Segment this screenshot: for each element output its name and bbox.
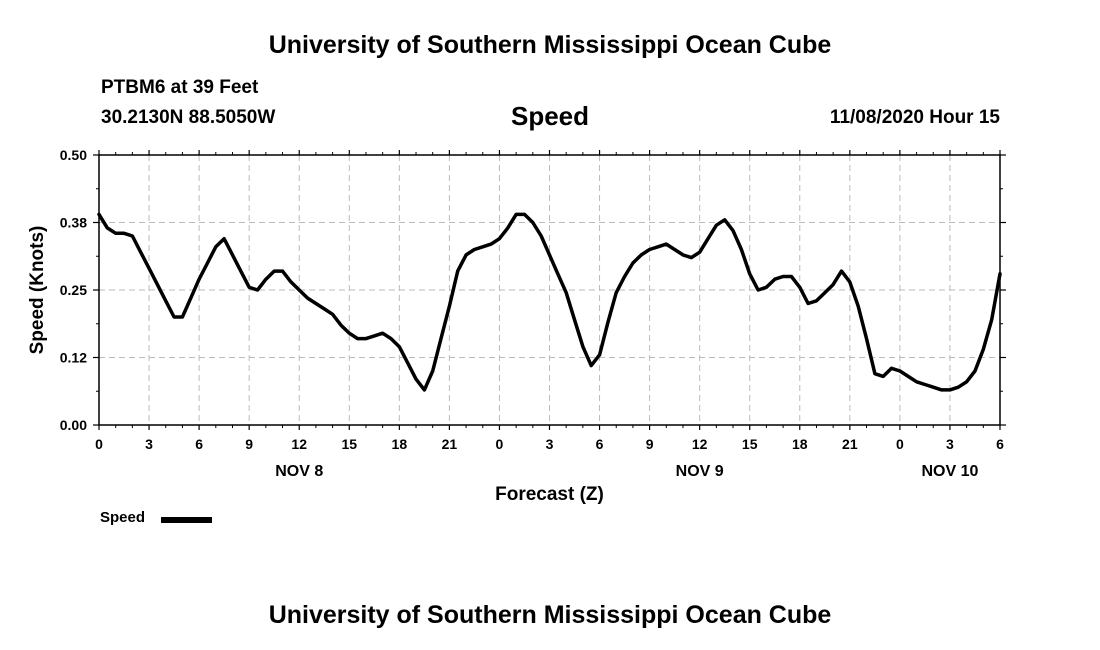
- x-tick-label: 21: [442, 436, 458, 452]
- x-axis-title: Forecast (Z): [495, 484, 604, 505]
- variable-title: Speed: [510, 101, 590, 131]
- x-tick-label: 6: [996, 436, 1004, 452]
- station-label: PTBM6 at 39 Feet: [101, 77, 259, 98]
- x-tick-label: 3: [145, 436, 153, 452]
- y-tick-label: 0.50: [60, 147, 87, 163]
- x-tick-label: 3: [546, 436, 554, 452]
- chart-main-title: University of Southern Mississippi Ocean…: [268, 31, 832, 59]
- y-tick-label: 0.12: [60, 350, 87, 366]
- forecast-datetime: 11/08/2020 Hour 15: [829, 107, 1000, 128]
- station-coordinates: 30.2130N 88.5050W: [101, 107, 276, 128]
- x-tick-label: 6: [596, 436, 604, 452]
- x-tick-label: 0: [896, 436, 904, 452]
- day-label: NOV 8: [275, 463, 323, 480]
- x-tick-label: 18: [392, 436, 408, 452]
- day-label: NOV 9: [676, 463, 724, 480]
- x-tick-label: 9: [245, 436, 253, 452]
- x-tick-label: 12: [291, 436, 307, 452]
- day-label: NOV 10: [921, 463, 978, 480]
- x-tick-label: 0: [95, 436, 103, 452]
- x-tick-label: 21: [842, 436, 858, 452]
- y-tick-label: 0.00: [60, 417, 87, 433]
- x-tick-label: 0: [496, 436, 504, 452]
- legend-label: Speed: [100, 509, 146, 526]
- grid-lines: [99, 155, 1000, 425]
- x-tick-label: 12: [692, 436, 708, 452]
- y-tick-label: 0.38: [60, 215, 87, 231]
- x-tick-label: 15: [341, 436, 357, 452]
- footer-title: University of Southern Mississippi Ocean…: [268, 601, 832, 629]
- axis-ticks: [93, 150, 1006, 430]
- x-tick-label: 18: [792, 436, 808, 452]
- speed-series-line: [97, 212, 1002, 392]
- y-axis-title: Speed (Knots): [27, 226, 48, 355]
- x-tick-label: 3: [946, 436, 954, 452]
- legend-swatch: [161, 517, 212, 523]
- y-tick-label: 0.25: [60, 282, 87, 298]
- x-tick-label: 6: [195, 436, 203, 452]
- x-tick-label: 9: [646, 436, 654, 452]
- x-tick-label: 15: [742, 436, 758, 452]
